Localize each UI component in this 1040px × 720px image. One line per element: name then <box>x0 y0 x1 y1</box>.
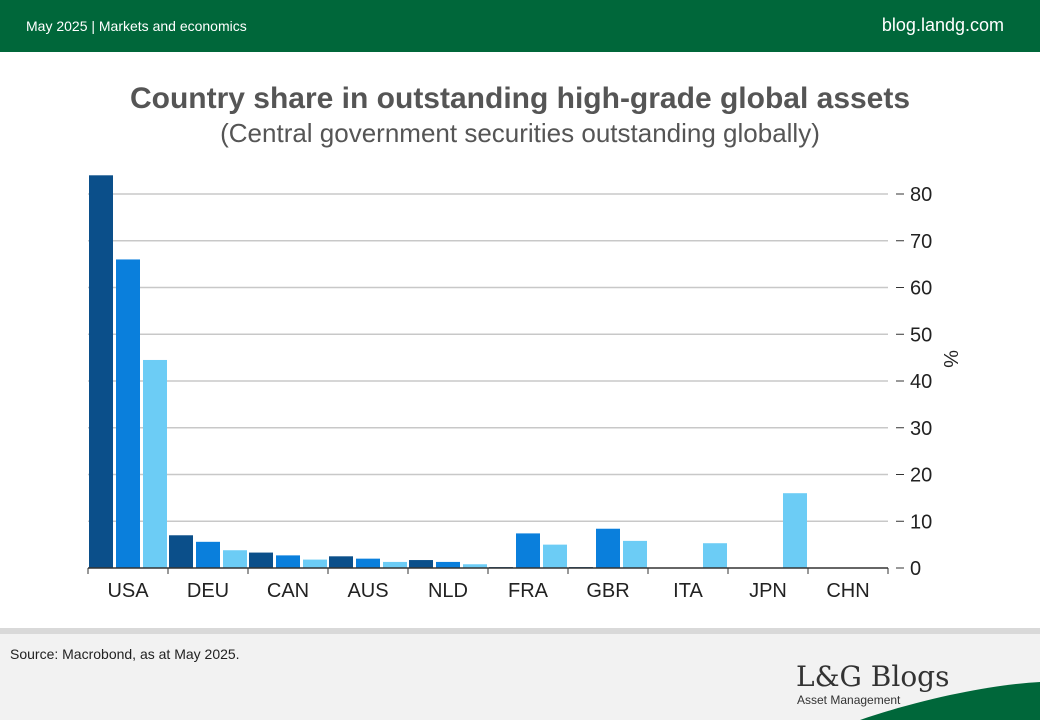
chart-titles: Country share in outstanding high-grade … <box>0 82 1040 149</box>
y-tick-label: 50 <box>910 324 932 346</box>
x-tick-label: FRA <box>508 580 549 602</box>
y-tick-label: 40 <box>910 371 932 393</box>
bar-aus-3 <box>383 561 407 568</box>
y-tick-label: 0 <box>910 558 921 580</box>
bar-ita-3 <box>703 543 727 568</box>
source-note: Source: Macrobond, as at May 2025. <box>10 646 240 662</box>
y-tick-label: 70 <box>910 231 932 253</box>
x-tick-label: DEU <box>187 580 229 602</box>
bar-deu-2 <box>196 541 220 568</box>
brand-logo: L&G Blogs <box>796 660 950 693</box>
y-tick-label: 80 <box>910 184 932 206</box>
header-date-category: May 2025 | Markets and economics <box>26 18 247 34</box>
x-tick-label: CAN <box>267 580 309 602</box>
header-site-link[interactable]: blog.landg.com <box>881 15 1004 35</box>
y-axis-label: % <box>939 350 961 368</box>
bar-aus-2 <box>356 558 380 568</box>
y-tick-label: 30 <box>910 418 932 440</box>
x-tick-label: ITA <box>673 580 703 602</box>
x-tick-label: USA <box>107 580 149 602</box>
bar-nld-2 <box>436 561 460 568</box>
footer: Source: Macrobond, as at May 2025. L&G B… <box>0 628 1040 720</box>
bar-deu-3 <box>223 550 247 568</box>
x-tick-label: CHN <box>826 580 869 602</box>
bar-usa-1 <box>89 175 113 569</box>
bar-nld-1 <box>409 560 433 568</box>
bar-can-1 <box>249 552 273 568</box>
bar-can-3 <box>303 559 327 568</box>
y-tick-label: 60 <box>910 278 932 300</box>
bar-gbr-3 <box>623 540 647 568</box>
chart-subtitle: (Central government securities outstandi… <box>220 118 820 148</box>
brand-subtitle: Asset Management <box>797 693 901 707</box>
bar-fra-3 <box>543 544 567 568</box>
bar-usa-3 <box>143 359 167 568</box>
chart-title: Country share in outstanding high-grade … <box>129 82 911 115</box>
x-tick-label: GBR <box>586 580 629 602</box>
y-tick-label: 20 <box>910 465 932 487</box>
bar-jpn-3 <box>783 493 807 568</box>
y-tick-label: 10 <box>910 511 932 533</box>
bar-gbr-2 <box>596 528 620 568</box>
x-tick-label: AUS <box>347 580 388 602</box>
header-bar: May 2025 | Markets and economics blog.la… <box>0 0 1040 52</box>
bar-deu-1 <box>169 535 193 568</box>
bar-can-2 <box>276 555 300 568</box>
bar-usa-2 <box>116 259 140 568</box>
bar-chart: 0 10 20 30 40 50 60 70 80% USA DEU CAN AUS NLD FRA GBR I… <box>87 175 961 602</box>
bar-fra-2 <box>516 533 540 568</box>
x-tick-label: NLD <box>428 580 468 602</box>
x-tick-label: JPN <box>749 580 787 602</box>
bar-aus-1 <box>329 556 353 568</box>
brand-swoosh-icon <box>860 682 1040 720</box>
bar-nld-3 <box>463 564 487 568</box>
